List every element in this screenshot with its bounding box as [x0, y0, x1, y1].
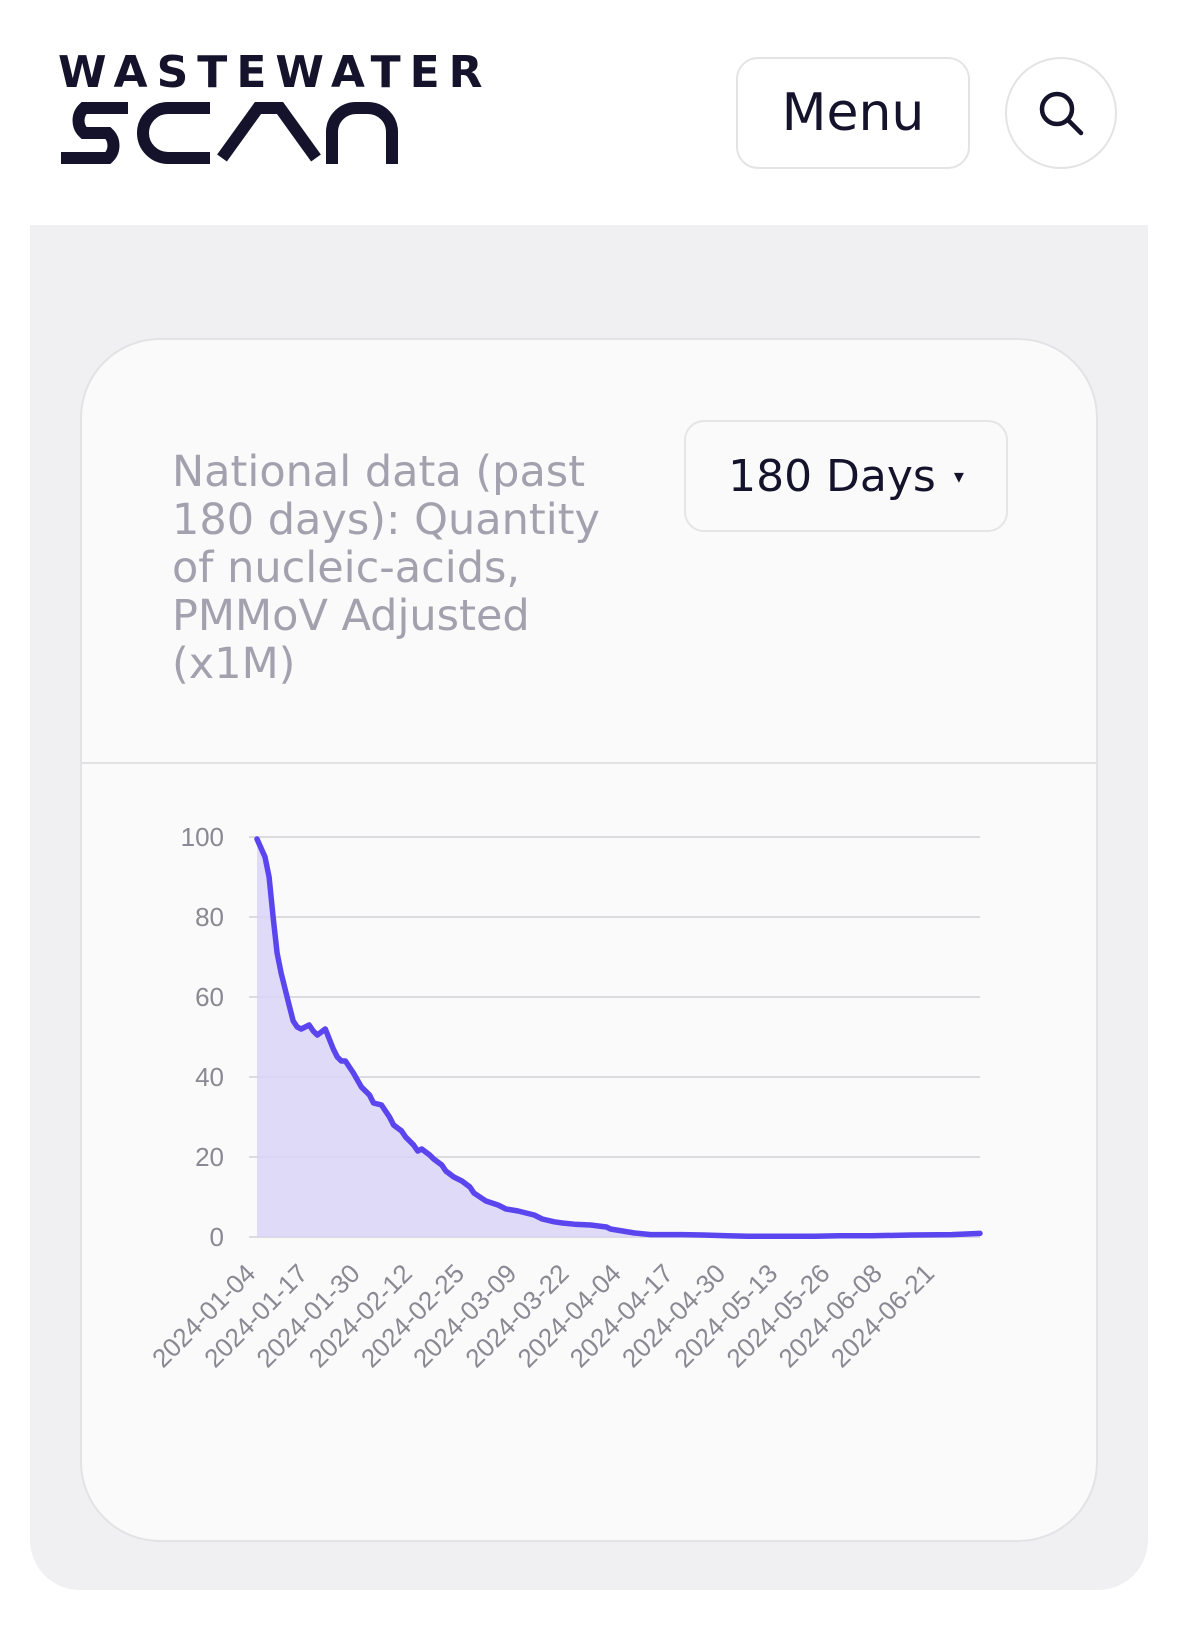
y-tick-label: 0 [210, 1222, 224, 1252]
app-header: WASTEWATER Menu [0, 0, 1179, 225]
range-dropdown-value: 180 Days [728, 450, 936, 502]
area-fill [257, 839, 980, 1237]
y-tick-label: 80 [195, 902, 224, 932]
wastewater-scan-logo[interactable]: WASTEWATER [58, 48, 483, 178]
logo-wordmark-top: WASTEWATER [58, 47, 492, 98]
card-divider [82, 762, 1096, 764]
national-data-card: National data (past 180 days): Quantity … [80, 338, 1098, 1542]
search-button[interactable] [1005, 57, 1117, 169]
menu-button[interactable]: Menu [736, 57, 970, 169]
caret-down-icon: ▾ [953, 464, 964, 488]
search-icon [1039, 91, 1084, 136]
y-tick-label: 20 [195, 1142, 224, 1172]
y-tick-label: 100 [181, 822, 224, 852]
y-tick-label: 60 [195, 982, 224, 1012]
series-line [254, 836, 983, 1239]
area-chart: 0204060801002024-01-042024-01-172024-01-… [146, 822, 983, 1373]
logo-wordmark-scan [61, 102, 398, 164]
range-dropdown[interactable]: 180 Days ▾ [684, 420, 1008, 532]
y-tick-label: 40 [195, 1062, 224, 1092]
chart-title: National data (past 180 days): Quantity … [172, 447, 600, 689]
